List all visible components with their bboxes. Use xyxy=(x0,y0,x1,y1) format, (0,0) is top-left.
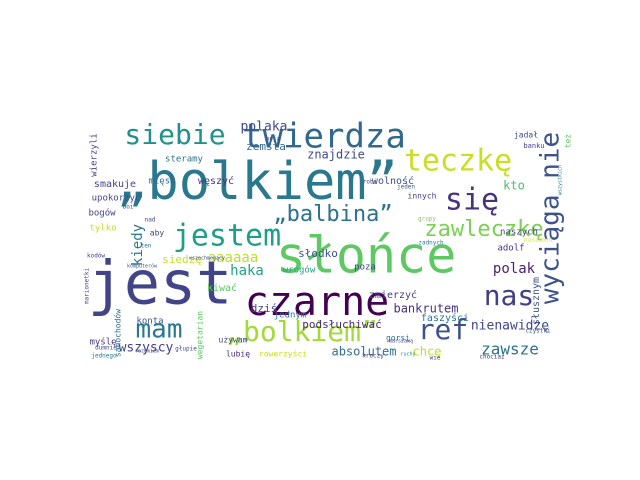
cloud-word: zadnych xyxy=(418,240,444,247)
cloud-word: kiwać xyxy=(207,282,237,294)
cloud-word: nas xyxy=(484,279,535,312)
cloud-word: wierzyli xyxy=(90,133,100,176)
cloud-word: nad xyxy=(145,217,156,224)
cloud-word: polak xyxy=(493,261,536,277)
cloud-word: zmierzyć xyxy=(369,289,417,301)
cloud-word: ruchy xyxy=(400,352,415,358)
cloud-word: myślę xyxy=(89,337,116,348)
cloud-word: haka xyxy=(230,263,264,279)
cloud-word: absolutem xyxy=(331,345,396,359)
cloud-word: jednym xyxy=(274,311,307,321)
cloud-word: jadał xyxy=(514,131,538,140)
cloud-word: słusznym xyxy=(531,277,542,325)
cloud-word: aaaaaa xyxy=(208,250,259,266)
cloud-word: wyciąga nie xyxy=(536,132,566,304)
cloud-word: siedzę xyxy=(162,253,202,266)
cloud-word: zniszczeni xyxy=(523,238,553,244)
cloud-word: zawleczkę xyxy=(424,217,543,242)
cloud-word: dumnie xyxy=(95,345,117,352)
cloud-word: bankrutem xyxy=(393,302,458,316)
cloud-word: używam xyxy=(219,336,248,345)
cloud-word: wegetarian xyxy=(196,311,205,359)
cloud-word: komputerów xyxy=(127,263,158,270)
cloud-word: faszyści xyxy=(421,312,469,324)
cloud-word: twierdza xyxy=(242,117,406,157)
cloud-word: dziś xyxy=(251,302,278,315)
cloud-word: lubię xyxy=(226,350,250,359)
cloud-word: steramy xyxy=(165,155,204,165)
cloud-word: słońce xyxy=(276,227,457,285)
cloud-word: zawsze xyxy=(481,340,539,359)
cloud-word: „balbina” xyxy=(273,202,392,227)
cloud-word: wszystkich xyxy=(558,165,564,195)
cloud-word: podsłuchiwać xyxy=(302,318,381,331)
cloud-word: czarne xyxy=(245,279,390,325)
cloud-word: wszyscy xyxy=(119,341,174,356)
cloud-word: rowerzyści xyxy=(259,349,307,359)
cloud-word: upokorzyć xyxy=(92,193,141,204)
cloud-word: poza xyxy=(354,263,376,273)
cloud-word: chociaż xyxy=(479,354,505,361)
cloud-word: kroczy xyxy=(362,353,384,360)
cloud-word: kodów xyxy=(87,253,105,260)
cloud-word: tylko xyxy=(89,224,116,234)
cloud-word: boi xyxy=(123,204,134,211)
cloud-word: jednego xyxy=(91,353,117,360)
cloud-word: mam xyxy=(136,315,183,345)
cloud-word: jestem xyxy=(173,219,281,254)
cloud-word: rozumiem xyxy=(135,349,159,355)
cloud-word: wszechmogący xyxy=(189,256,225,262)
cloud-word: adolf xyxy=(497,244,524,254)
cloud-word: teczkę xyxy=(404,144,512,179)
cloud-word: grupy xyxy=(418,216,436,223)
cloud-word: polaka xyxy=(241,120,288,135)
cloud-word: gorsi xyxy=(386,334,410,343)
cloud-word: robi xyxy=(363,179,378,186)
cloud-word: się xyxy=(445,183,499,218)
cloud-word: głupie xyxy=(175,346,197,353)
cloud-word: słodko xyxy=(298,247,338,260)
cloud-word: jest xyxy=(88,249,233,319)
cloud-word: smakuje xyxy=(94,179,136,190)
cloud-word: siebie xyxy=(124,118,225,151)
cloud-word: innych xyxy=(408,192,437,201)
cloud-word: bogów xyxy=(88,208,116,219)
cloud-word: zemsta xyxy=(246,140,286,153)
cloud-word: węszyć xyxy=(198,175,234,187)
cloud-word: marionetki xyxy=(84,268,91,305)
cloud-word: banku xyxy=(523,142,544,150)
cloud-word: wolność xyxy=(372,175,414,187)
cloud-word: jeden xyxy=(397,184,415,191)
cloud-word: naszych xyxy=(500,228,538,238)
cloud-word: chcę xyxy=(413,345,442,359)
cloud-word: kto xyxy=(503,179,525,193)
cloud-word: czystki xyxy=(525,328,551,335)
cloud-word: samochodów xyxy=(113,309,123,357)
cloud-word: aby xyxy=(150,229,165,238)
cloud-word: znajdzie xyxy=(307,148,365,162)
cloud-word: marszawą xyxy=(389,339,413,345)
cloud-word: boją xyxy=(266,136,281,143)
cloud-word: konta xyxy=(136,317,163,327)
cloud-word: „bolkiem” xyxy=(226,315,378,348)
cloud-word: „bolkiem” xyxy=(116,152,398,212)
cloud-word: nienawidzę xyxy=(471,319,549,334)
cloud-word: wrogów xyxy=(283,265,316,276)
cloud-word: mięsa xyxy=(148,177,175,187)
cloud-word: ref xyxy=(418,313,469,346)
cloud-word: też xyxy=(564,134,573,149)
cloud-word: ten xyxy=(141,243,152,250)
cloud-word: wie xyxy=(430,355,441,362)
cloud-word: kiedy xyxy=(130,224,146,266)
